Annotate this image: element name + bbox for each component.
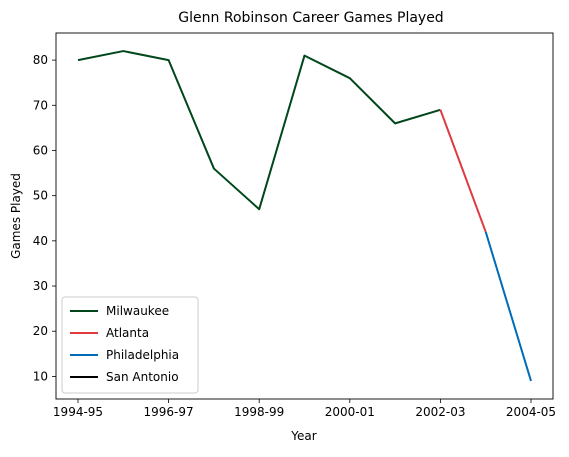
chart-title: Glenn Robinson Career Games Played bbox=[178, 10, 443, 26]
legend-label-san-antonio: San Antonio bbox=[106, 370, 179, 384]
y-axis-label: Games Played bbox=[9, 173, 23, 259]
y-tick-label: 10 bbox=[33, 369, 48, 383]
series-line-atlanta bbox=[439, 109, 487, 233]
legend-label-milwaukee: Milwaukee bbox=[106, 304, 169, 318]
x-axis: 1994-95 1996-97 1998-99 2000-01 2002-03 2004-… bbox=[53, 399, 556, 419]
x-tick-label: 1998-99 bbox=[234, 405, 284, 419]
legend-label-atlanta: Atlanta bbox=[106, 326, 149, 340]
legend-box bbox=[61, 296, 199, 394]
y-tick-label: 50 bbox=[33, 189, 48, 203]
y-axis: 10 20 30 40 50 60 70 80 bbox=[33, 53, 56, 383]
y-tick-label: 80 bbox=[33, 53, 48, 67]
series-line-milwaukee bbox=[77, 50, 441, 211]
series-line-philadelphia bbox=[484, 231, 532, 382]
x-axis-label: Year bbox=[290, 429, 316, 443]
x-tick-label: 2004-05 bbox=[506, 405, 556, 419]
legend: Milwaukee Atlanta Philadelphia San Antonio bbox=[61, 296, 199, 394]
y-tick-label: 20 bbox=[33, 324, 48, 338]
plot-frame bbox=[55, 32, 554, 400]
series-lines bbox=[77, 50, 532, 382]
x-tick-label: 1994-95 bbox=[53, 405, 103, 419]
x-tick-label: 2002-03 bbox=[415, 405, 465, 419]
y-tick-label: 70 bbox=[33, 98, 48, 112]
y-tick-label: 30 bbox=[33, 279, 48, 293]
y-tick-label: 60 bbox=[33, 143, 48, 157]
y-tick-label: 40 bbox=[33, 234, 48, 248]
x-tick-label: 2000-01 bbox=[325, 405, 375, 419]
x-tick-label: 1996-97 bbox=[144, 405, 194, 419]
legend-label-philadelphia: Philadelphia bbox=[106, 348, 179, 362]
